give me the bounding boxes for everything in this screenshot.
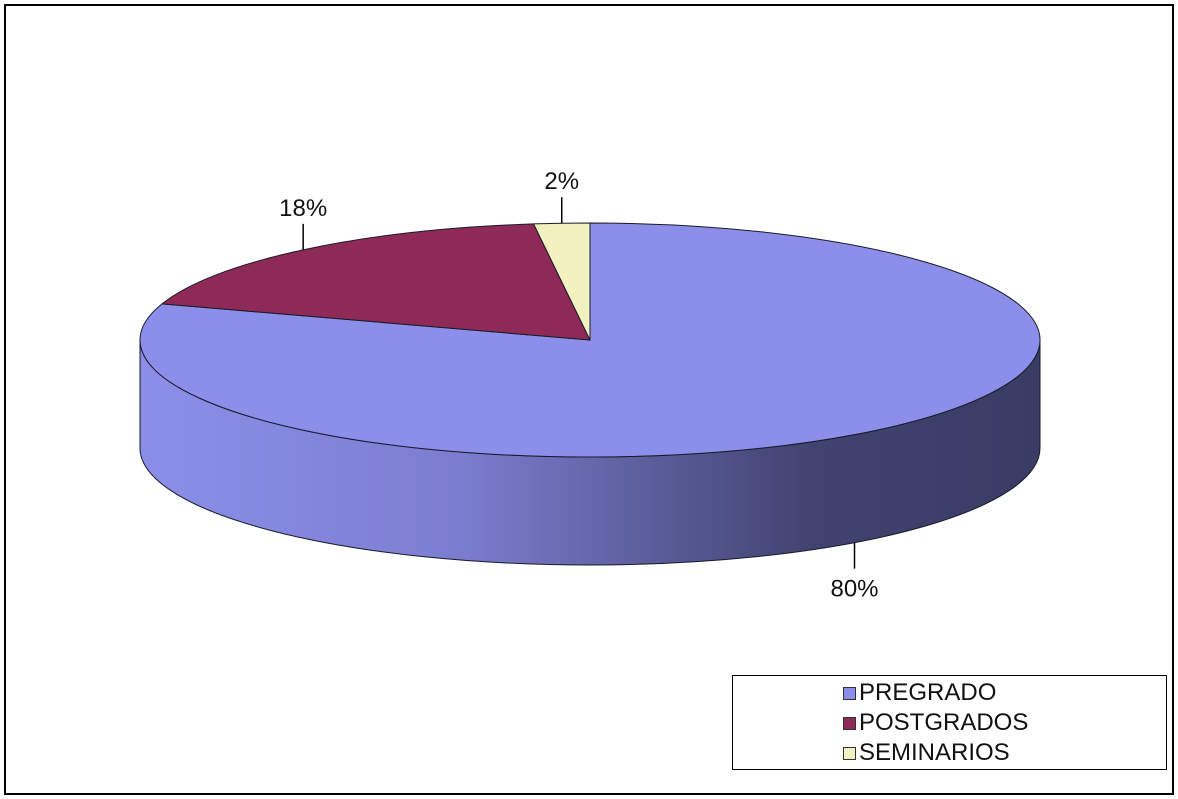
legend-label-pregrado: PREGRADO: [859, 679, 997, 706]
legend-item-seminarios: SEMINARIOS: [843, 738, 1010, 768]
legend-item-postgrados: POSTGRADOS: [843, 708, 1028, 738]
pie-data-labels: 80% 18% 2%: [279, 168, 878, 602]
legend-swatch-pregrado: [843, 686, 856, 700]
legend-item-pregrado: PREGRADO: [843, 678, 996, 708]
chart-legend: PREGRADO POSTGRADOS SEMINARIOS: [732, 675, 1167, 770]
data-label-postgrados: 18%: [279, 195, 327, 222]
legend-swatch-seminarios: [843, 746, 856, 760]
pie-slice-postgrados: [160, 223, 591, 341]
legend-label-postgrados: POSTGRADOS: [859, 709, 1029, 736]
legend-label-seminarios: SEMINARIOS: [859, 739, 1010, 766]
legend-swatch-postgrados: [843, 716, 856, 730]
pie-slice-seminarios: [532, 222, 591, 341]
data-label-seminarios: 2%: [544, 168, 579, 195]
pie-top-face: [139, 222, 1041, 458]
data-label-pregrado: 80%: [830, 576, 878, 603]
